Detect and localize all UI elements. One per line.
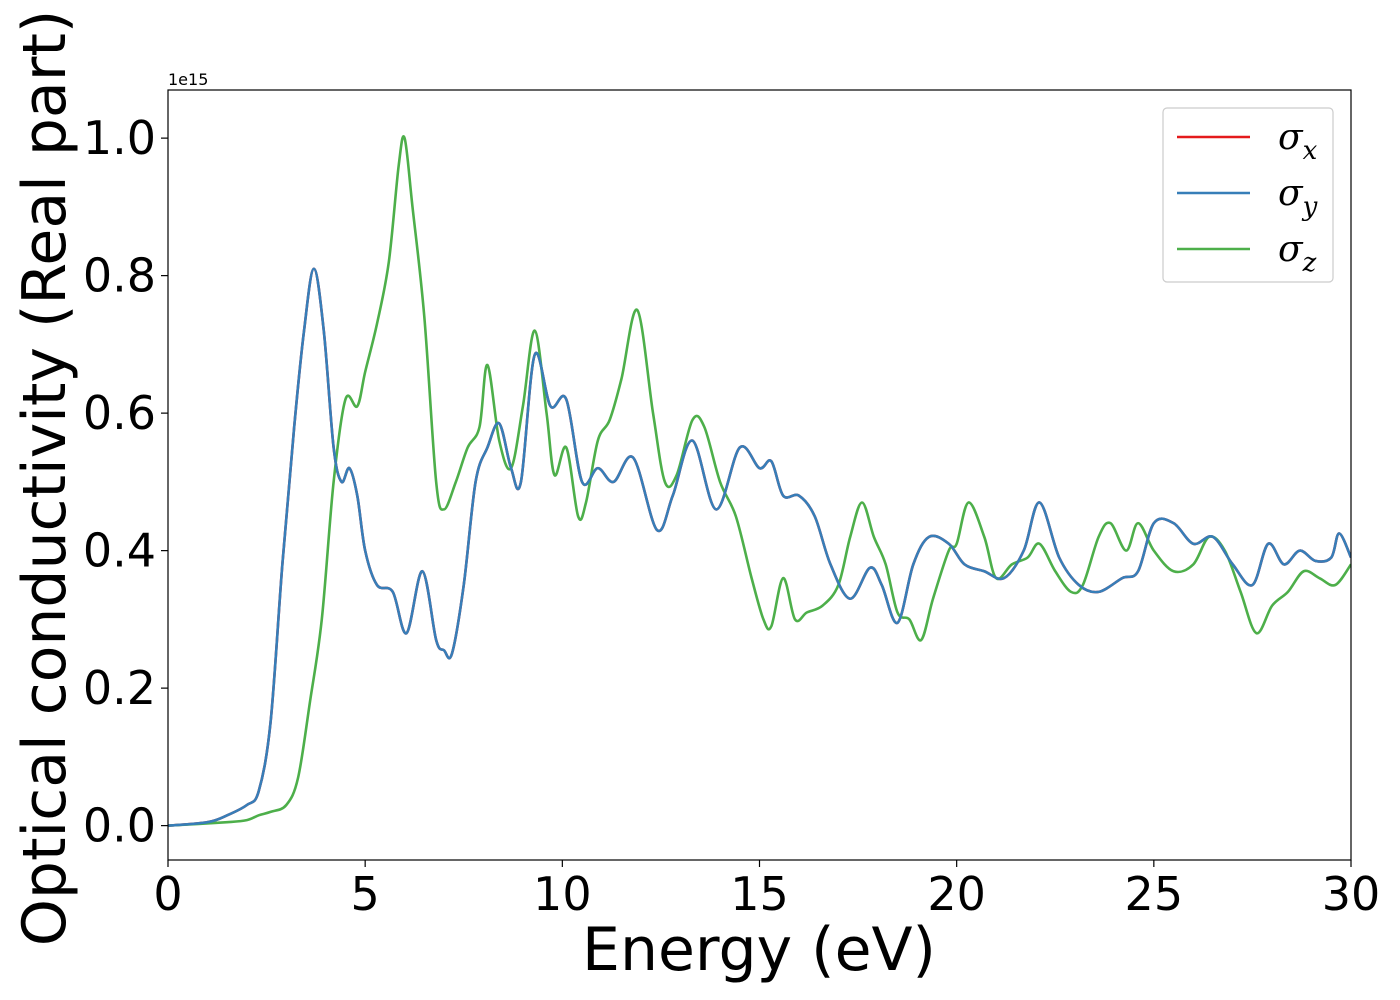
x-axis-label: Energy (eV) [582, 915, 936, 985]
y-tick-label: 1.0 [83, 111, 156, 165]
x-tick-label: 10 [533, 867, 592, 921]
legend: σx σy σz [1162, 107, 1334, 283]
x-tick-label: 5 [351, 867, 380, 921]
x-tick-label: 0 [153, 867, 182, 921]
y-tick-label: 0.0 [83, 799, 156, 853]
y-tick-label: 0.2 [83, 661, 156, 715]
legend-label-x: σx [1278, 117, 1318, 166]
legend-label-z: σz [1278, 229, 1317, 278]
x-tick-label: 20 [927, 867, 986, 921]
x-tick-label: 30 [1322, 867, 1381, 921]
series-line-z [168, 135, 1351, 827]
y-axis-label: Optical conductivity (Real part) [10, 10, 80, 947]
ticks-layer: 0 5 10 15 20 25 30 0.0 0.2 0.4 0.6 0.8 1.0 [83, 111, 1380, 921]
x-tick-label: 15 [730, 867, 789, 921]
y-tick-label: 0.8 [83, 249, 156, 303]
series-line-y [168, 267, 1351, 827]
x-tick-label: 25 [1125, 867, 1184, 921]
y-tick-label: 0.6 [83, 386, 156, 440]
y-offset-text: 1e15 [168, 70, 208, 89]
series-layer [168, 135, 1351, 827]
legend-frame [1162, 107, 1334, 283]
legend-label-y: σy [1278, 173, 1318, 222]
y-tick-label: 0.4 [83, 524, 156, 578]
